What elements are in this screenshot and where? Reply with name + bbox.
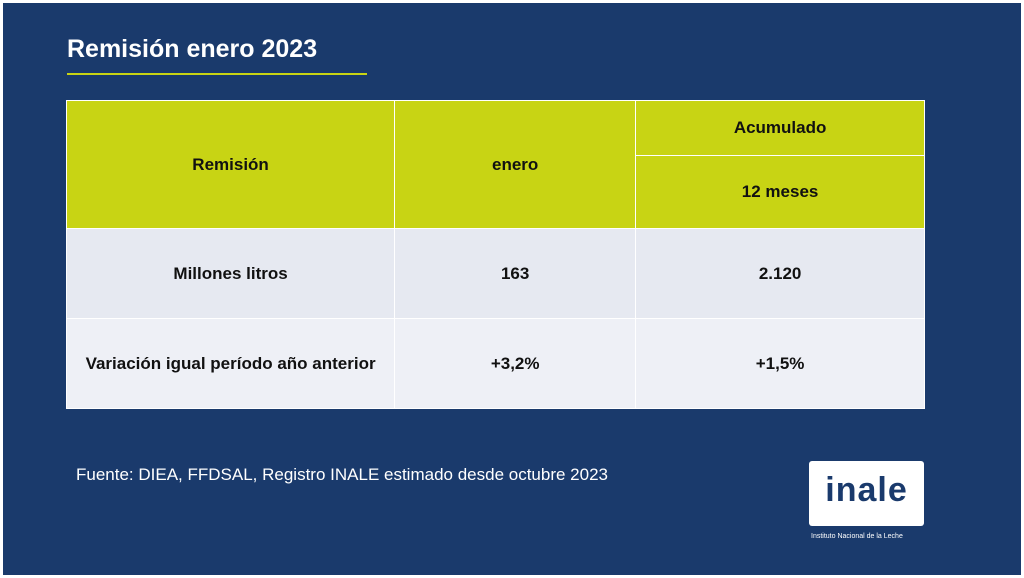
inale-logo: inale — [809, 461, 924, 526]
header-row: Remisión enero Acumulado — [65, 100, 925, 229]
slide: Remisión enero 2023 Remisión enero Acumu… — [3, 3, 1021, 575]
row-label: Variación igual período año anterior — [65, 318, 396, 409]
row-acumulado-value: +1,5% — [635, 318, 925, 409]
header-subrow: 12 meses — [67, 155, 925, 229]
header-remision: Remisión — [65, 100, 396, 229]
header-acumulado: Acumulado — [635, 100, 925, 156]
header-enero: enero — [394, 100, 637, 229]
header-12-meses: 12 meses — [635, 155, 925, 229]
title-underline — [67, 73, 367, 75]
source-note: Fuente: DIEA, FFDSAL, Registro INALE est… — [76, 465, 608, 484]
table-row: Variación igual período año anterior +3,… — [65, 318, 925, 409]
data-table: Remisión enero Acumulado 12 meses Millon… — [65, 100, 925, 409]
row-acumulado-value: 2.120 — [635, 228, 925, 319]
row-label: Millones litros — [65, 228, 396, 319]
logo-text: inale — [825, 471, 908, 509]
slide-title: Remisión enero 2023 — [67, 35, 318, 63]
row-enero-value: 163 — [394, 228, 637, 319]
table-row: Millones litros 163 2.120 — [65, 228, 925, 319]
row-enero-value: +3,2% — [394, 318, 637, 409]
logo-caption: Instituto Nacional de la Leche — [811, 533, 903, 540]
